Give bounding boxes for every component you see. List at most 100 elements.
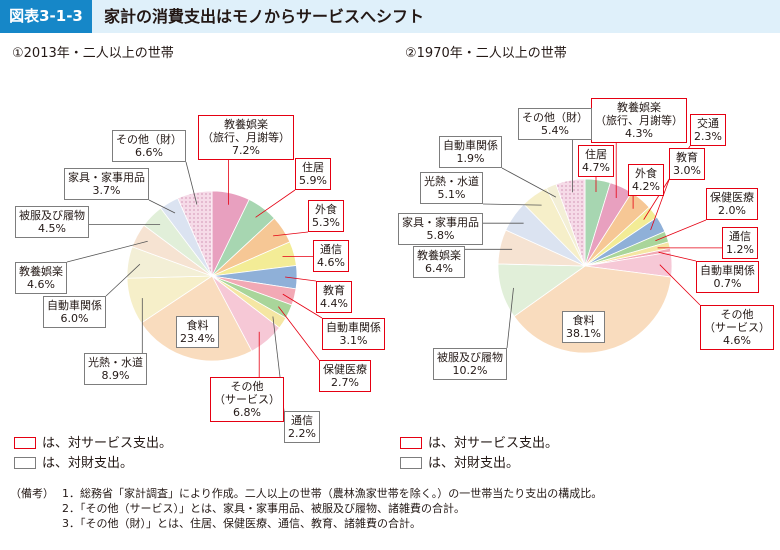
slice-label-value: 4.5% <box>38 222 66 235</box>
pie-2013 <box>126 190 298 362</box>
pie-slice-1970-その他財-goods <box>555 178 586 267</box>
pie-title-1970: ②1970年・二人以上の世帯 <box>405 46 567 61</box>
slice-label-2013-教養娯楽: 教養娯楽 4.6% <box>15 262 67 294</box>
slice-label-2013-保健医療: 保健医療 2.7% <box>319 360 371 392</box>
leader-line-1970-自動車関係 <box>658 251 697 262</box>
slice-label-name: 教養娯楽 <box>617 101 661 114</box>
note-row: 2．「その他（サービス）」とは、家具・家事用品、被服及び履物、諸雑費の合計。 <box>10 501 770 516</box>
slice-label-value: 4.6% <box>27 278 55 291</box>
slice-label-name: 被服及び履物 <box>19 209 85 222</box>
slice-label-name: 教育 <box>322 284 345 297</box>
leader-line-2013-住居 <box>255 189 296 218</box>
slice-label-value: 2.2% <box>288 427 316 440</box>
pie-slice-1970-食料-goods <box>513 265 672 354</box>
slice-label-value: 5.1% <box>437 188 466 201</box>
slice-label-1970-自動車関係: 自動車関係 0.7% <box>696 261 759 293</box>
slice-label-2013-その他財: その他（財） 6.6% <box>112 130 186 162</box>
figure-number-badge: 図表3-1-3 <box>0 0 92 33</box>
slice-label-value: 4.6% <box>723 334 751 347</box>
notes: （備考） 1．総務省「家計調査」により作成。二人以上の世帯（農林漁家世帯を除く。… <box>10 486 770 531</box>
legend-goods-swatch <box>14 457 36 469</box>
slice-label-2013-教育: 教育 4.4% <box>316 281 352 313</box>
leader-line-2013-自動車関係 <box>105 263 141 297</box>
slice-label-name: 自動車関係 <box>47 299 102 312</box>
leader-line-2013-外食 <box>273 231 309 237</box>
leader-line-2013-自動車関係 <box>282 293 323 319</box>
leader-line-1970-光熱水道 <box>482 203 542 206</box>
slice-label-value: 6.8% <box>233 406 261 419</box>
slice-label-name: 自動車関係 <box>700 264 755 277</box>
slice-label-name: （旅行、月謝等） <box>202 131 290 144</box>
slice-label-name: 食料 <box>186 319 209 332</box>
leader-line-2013-教育 <box>285 276 317 282</box>
legend-service-swatch <box>400 437 422 449</box>
slice-label-value: 4.3% <box>625 127 653 140</box>
slice-label-2013-通信: 通信 2.2% <box>284 411 320 443</box>
slice-label-value: 4.2% <box>632 180 660 193</box>
slice-label-1970-食料: 食料 38.1% <box>562 311 605 343</box>
notes-head: （備考） <box>10 487 54 500</box>
slice-label-1970-通信: 通信 1.2% <box>722 227 758 259</box>
slice-label-1970-被服及び履物: 被服及び履物 10.2% <box>433 348 507 380</box>
slice-label-name: 通信 <box>319 243 342 256</box>
slice-label-1970-教養娯楽旅行月謝等: 教養娯楽 （旅行、月謝等） 4.3% <box>591 98 687 143</box>
slice-label-1970-保健医療: 保健医療 2.0% <box>706 188 758 220</box>
slice-label-name: その他 <box>720 308 754 321</box>
pie-slice-2013-その他財-goods <box>177 190 213 277</box>
slice-label-name: （旅行、月謝等） <box>595 114 683 127</box>
slice-label-1970-光熱水道: 光熱・水道 5.1% <box>420 172 483 204</box>
slice-label-2013-外食: 外食 5.3% <box>308 200 344 232</box>
slice-label-1970-外食: 外食 4.2% <box>628 164 664 196</box>
legend-goods-text: は、対財支出。 <box>42 456 134 471</box>
slice-label-name: 外食 <box>634 167 657 180</box>
slice-label-1970-自動車関係: 自動車関係 1.9% <box>439 136 502 168</box>
slice-label-1970-教養娯楽: 教養娯楽 6.4% <box>413 246 465 278</box>
slice-label-name: 光熱・水道 <box>88 356 143 369</box>
slice-label-value: 3.1% <box>339 334 368 347</box>
slice-label-name: 光熱・水道 <box>424 175 479 188</box>
slice-label-value: 6.4% <box>425 262 453 275</box>
slice-label-value: 2.7% <box>331 376 359 389</box>
slice-label-name: 家具・家事用品 <box>402 216 479 229</box>
slice-label-name: 保健医療 <box>710 191 754 204</box>
figure-header: 図表3-1-3 家計の消費支出はモノからサービスへシフト <box>0 0 780 33</box>
slice-label-value: 6.0% <box>60 312 89 325</box>
slice-label-value: 5.9% <box>299 174 327 187</box>
slice-label-name: 自動車関係 <box>326 321 381 334</box>
slice-label-name: 被服及び履物 <box>437 351 503 364</box>
note-line-1: 1．総務省「家計調査」により作成。二人以上の世帯（農林漁家世帯を除く。）の一世帯… <box>62 487 603 500</box>
slice-label-1970-交通: 交通 2.3% <box>690 114 726 146</box>
leader-line-2013-その他財 <box>185 161 198 205</box>
note-row: 3．「その他（財）」とは、住居、保健医療、通信、教育、諸雑費の合計。 <box>10 516 770 531</box>
slice-label-name: 保健医療 <box>323 363 367 376</box>
slice-label-2013-通信: 通信 4.6% <box>313 240 349 272</box>
slice-label-value: 3.7% <box>92 184 121 197</box>
slice-label-value: 4.4% <box>320 297 348 310</box>
leader-line-2013-教養娯楽 <box>66 240 148 263</box>
slice-label-name: 外食 <box>314 203 337 216</box>
slice-label-2013-家具家事用品: 家具・家事用品 3.7% <box>64 168 149 200</box>
slice-label-1970-家具家事用品: 家具・家事用品 5.8% <box>398 213 483 245</box>
leader-line-1970-その他サービス <box>659 264 701 306</box>
slice-label-name: その他（財） <box>522 111 588 124</box>
slice-label-name: 住居 <box>301 161 324 174</box>
slice-label-2013-住居: 住居 5.9% <box>295 158 331 190</box>
slice-label-value: 5.3% <box>312 216 340 229</box>
slice-label-name: 住居 <box>584 148 607 161</box>
slice-label-value: 5.4% <box>541 124 569 137</box>
slice-label-value: 23.4% <box>180 332 215 345</box>
slice-label-2013-その他サービス: その他 （サービス） 6.8% <box>210 377 284 422</box>
note-line-3: 3．「その他（財）」とは、住居、保健医療、通信、教育、諸雑費の合計。 <box>62 517 421 530</box>
leader-line-1970-自動車関係 <box>501 167 557 198</box>
pie-title-2013: ①2013年・二人以上の世帯 <box>12 46 174 61</box>
slice-label-name: 家具・家事用品 <box>68 171 145 184</box>
leader-line-2013-保健医療 <box>278 306 320 361</box>
note-line-2: 2．「その他（サービス）」とは、家具・家事用品、被服及び履物、諸雑費の合計。 <box>62 502 465 515</box>
slice-label-name: 教育 <box>675 151 698 164</box>
slice-label-2013-自動車関係: 自動車関係 3.1% <box>322 318 385 350</box>
slice-label-value: 4.7% <box>582 161 610 174</box>
slice-label-1970-その他サービス: その他 （サービス） 4.6% <box>700 305 774 350</box>
leader-line-2013-家具家事用品 <box>148 199 176 214</box>
